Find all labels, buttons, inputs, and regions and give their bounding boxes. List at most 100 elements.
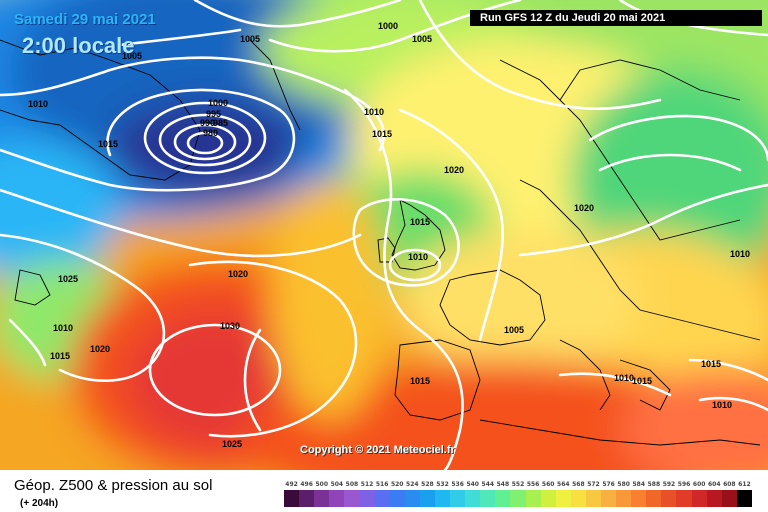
- scale-swatch: [661, 490, 677, 507]
- run-info-banner: Run GFS 12 Z du Jeudi 20 mai 2021: [470, 10, 762, 26]
- isobar-label: 1005: [412, 34, 432, 44]
- forecast-map: 1005 1000 1005 1005 1010 1000 995 990 98…: [0, 0, 768, 470]
- scale-swatch: [344, 490, 360, 507]
- isobar-label: 1020: [444, 165, 464, 175]
- scale-swatch: [570, 490, 586, 507]
- scale-swatch: [299, 490, 315, 507]
- isobar-label: 1015: [50, 351, 70, 361]
- scale-swatch: [706, 490, 722, 507]
- scale-swatch: [329, 490, 345, 507]
- scale-swatch: [434, 490, 451, 507]
- scale-swatch: [480, 490, 496, 507]
- isobar-label: 1015: [372, 129, 392, 139]
- isobar-label: 1010: [28, 99, 48, 109]
- isobar-label: 1010: [712, 400, 732, 410]
- scale-value-label: 564: [557, 481, 570, 488]
- isobar-label: 1005: [504, 325, 524, 335]
- geopotential-field: [0, 0, 768, 470]
- scale-value-label: 556: [526, 481, 540, 488]
- scale-swatch: [419, 490, 435, 507]
- isobars: [0, 0, 768, 470]
- scale-value-label: 572: [587, 481, 600, 488]
- scale-swatch: [284, 490, 300, 507]
- isobar-label: 1005: [122, 51, 142, 61]
- isobar-label: 1010: [53, 323, 73, 333]
- scale-value-label: 516: [375, 481, 389, 488]
- isobar-label: 1020: [228, 269, 248, 279]
- isobar-label: 1015: [410, 376, 430, 386]
- isobar-label: 1010: [408, 252, 428, 262]
- scale-value-label: 512: [360, 481, 374, 488]
- scale-value-label: 492: [285, 481, 298, 488]
- scale-value-label: 580: [617, 481, 630, 488]
- isobar-label: 1015: [98, 139, 118, 149]
- scale-value-label: 504: [330, 481, 344, 488]
- isobar-label: 1010: [364, 107, 384, 117]
- isobar-label: 1005: [240, 34, 260, 44]
- scale-swatch: [616, 490, 632, 507]
- isobar-label: 990: [200, 118, 215, 128]
- isobar-label: 1000: [378, 21, 398, 31]
- scale-value-label: 520: [390, 481, 404, 488]
- scale-value-label: 536: [451, 481, 464, 488]
- isobar-label: 1015: [410, 217, 430, 227]
- isobar-label: 1020: [574, 203, 594, 213]
- scale-swatch: [736, 490, 752, 507]
- scale-swatch: [525, 490, 541, 507]
- local-time: 2:00 locale: [22, 33, 135, 58]
- scale-value-label: 588: [647, 481, 661, 488]
- scale-value-label: 496: [300, 481, 313, 488]
- scale-value-label: 604: [707, 481, 721, 488]
- scale-value-label: 540: [466, 481, 479, 488]
- isobar-label: 995: [206, 109, 221, 119]
- scale-swatch: [540, 490, 556, 507]
- color-scale-labels: 492 496 500 504 508 512 516 520 524 528 532 536 540 5…: [284, 481, 752, 491]
- scale-value-label: 608: [723, 481, 736, 488]
- scale-value-label: 548: [496, 481, 510, 488]
- scale-value-label: 576: [602, 481, 615, 488]
- scale-swatch: [631, 490, 647, 507]
- scale-swatch: [691, 490, 707, 507]
- isobar-label: 980: [203, 128, 218, 138]
- isobar-label: 1015: [632, 376, 652, 386]
- scale-swatch: [555, 490, 571, 507]
- coastlines: [0, 39, 761, 446]
- legend-subtitle: (+ 204h): [20, 498, 59, 509]
- scale-swatch: [359, 490, 375, 507]
- isobar-label: 1030: [220, 321, 240, 331]
- scale-value-label: 528: [421, 481, 434, 488]
- legend-title: Géop. Z500 & pression au sol: [14, 477, 213, 494]
- scale-swatch: [374, 490, 390, 507]
- isobar-labels: 1005 1000 1005 1005 1010 1000 995 990 98…: [28, 21, 750, 449]
- scale-value-label: 560: [541, 481, 555, 488]
- scale-value-label: 600: [692, 481, 706, 488]
- scale-swatch: [510, 490, 526, 507]
- scale-value-label: 584: [632, 481, 646, 488]
- isobar-label: 1010: [614, 373, 634, 383]
- scale-swatch: [495, 490, 511, 507]
- scale-value-label: 612: [738, 481, 751, 488]
- scale-value-label: 524: [406, 481, 419, 488]
- scale-value-label: 532: [436, 481, 449, 488]
- scale-value-label: 592: [662, 481, 676, 488]
- valid-date: Samedi 29 mai 2021: [14, 11, 156, 28]
- scale-swatch: [450, 490, 466, 507]
- scale-value-label: 544: [481, 481, 495, 488]
- isobar-label: 1025: [58, 274, 78, 284]
- scale-swatch: [676, 490, 692, 507]
- copyright-notice: Copyright © 2021 Meteociel.fr: [300, 444, 455, 456]
- isobar-label: 1025: [222, 439, 242, 449]
- scale-swatch: [600, 490, 617, 507]
- scale-value-label: 508: [345, 481, 359, 488]
- isobar-label: 1020: [90, 344, 110, 354]
- scale-value-label: 596: [677, 481, 691, 488]
- scale-swatch: [721, 490, 737, 507]
- scale-swatch: [404, 490, 420, 507]
- color-scale-bar: [284, 490, 752, 507]
- scale-value-label: 552: [511, 481, 525, 488]
- scale-value-label: 500: [315, 481, 328, 488]
- scale-value-label: 568: [572, 481, 585, 488]
- scale-swatch: [646, 490, 662, 507]
- scale-swatch: [585, 490, 601, 507]
